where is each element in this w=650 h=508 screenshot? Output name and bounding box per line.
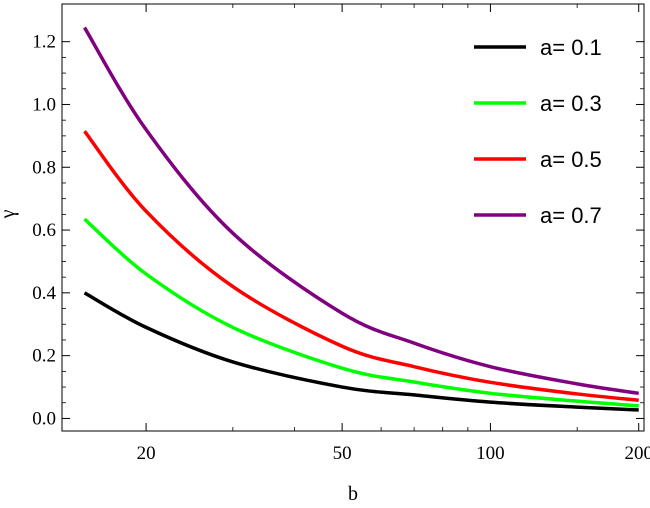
y-axis-label: γ (0, 209, 19, 219)
y-tick-label: 0.6 (32, 220, 56, 241)
x-axis-ticks: 20 50 100 200 (137, 4, 650, 464)
series-line (83, 217, 639, 408)
series-lines (83, 26, 639, 412)
legend-label: a= 0.5 (540, 147, 602, 172)
series-line (83, 26, 639, 396)
x-tick-label: 100 (476, 443, 505, 464)
legend-label: a= 0.7 (540, 203, 602, 228)
series-line (83, 130, 639, 402)
y-axis-ticks: 0.0 0.2 0.4 0.6 0.8 1.0 1.2 (32, 32, 644, 429)
y-tick-label: 0.2 (32, 346, 56, 367)
x-tick-label: 50 (333, 443, 352, 464)
y-tick-label: 1.2 (32, 32, 56, 53)
x-tick-label: 20 (137, 443, 156, 464)
series-line (83, 291, 639, 412)
y-tick-label: 0.8 (32, 157, 56, 178)
legend-label: a= 0.3 (540, 91, 602, 116)
y-tick-label: 1.0 (32, 94, 56, 115)
plot-frame (61, 3, 645, 432)
x-axis-label: b (348, 483, 358, 505)
y-tick-label: 0.4 (32, 283, 56, 304)
legend-label: a= 0.1 (540, 35, 602, 60)
y-tick-label: 0.0 (32, 408, 56, 429)
x-tick-label: 200 (624, 443, 650, 464)
legend: a= 0.1 a= 0.3 a= 0.5 a= 0.7 (474, 35, 602, 228)
